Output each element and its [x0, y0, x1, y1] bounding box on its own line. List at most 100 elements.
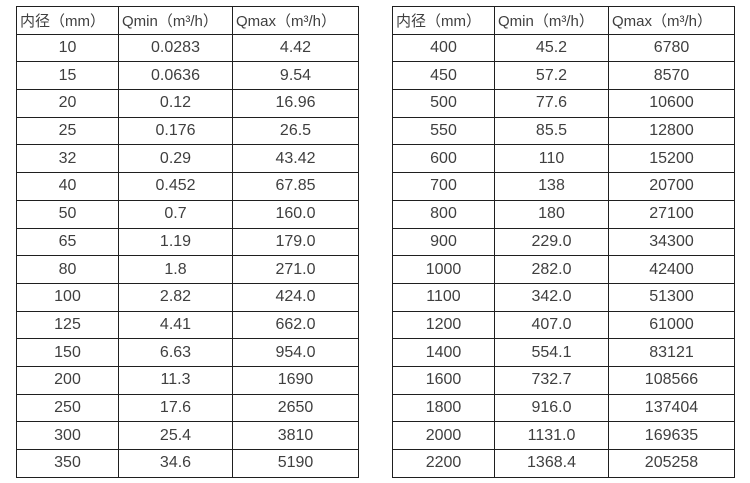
table-cell: 1.8: [118, 255, 233, 284]
table-cell: 160.0: [232, 199, 359, 229]
table-cell: 4.41: [118, 310, 233, 340]
table-cell: 205258: [608, 449, 735, 478]
header-row: 内径（mm） Qmin（m³/h） Qmax（m³/h）: [392, 6, 735, 35]
table-row: 2200 1368.4 205258: [392, 449, 735, 478]
table-cell: 12800: [608, 116, 735, 146]
table-cell: 0.7: [118, 199, 233, 229]
table-cell: 16.96: [232, 89, 359, 118]
table-cell: 400: [392, 33, 495, 63]
table-cell: 800: [392, 199, 495, 229]
table-row: 300 25.4 3810: [16, 421, 359, 450]
table-cell: 34300: [608, 227, 735, 257]
table-cell: 250: [16, 393, 119, 423]
table-cell: 80: [16, 255, 119, 284]
table-row: 20 0.12 16.96: [16, 89, 359, 118]
table-cell: 1100: [392, 282, 495, 312]
table-cell: 17.6: [118, 393, 233, 423]
table-row: 500 77.6 10600: [392, 89, 735, 118]
table-cell: 2200: [392, 449, 495, 478]
table-row: 800 180 27100: [392, 199, 735, 229]
table-row: 125 4.41 662.0: [16, 310, 359, 340]
column-header-qmax: Qmax（m³/h）: [232, 6, 359, 35]
table-cell: 229.0: [494, 227, 609, 257]
table-cell: 900: [392, 227, 495, 257]
table-cell: 0.176: [118, 116, 233, 146]
table-row: 150 6.63 954.0: [16, 338, 359, 367]
table-cell: 108566: [608, 365, 735, 395]
table-cell: 8570: [608, 61, 735, 91]
table-cell: 85.5: [494, 116, 609, 146]
table-cell: 137404: [608, 393, 735, 423]
table-row: 15 0.0636 9.54: [16, 61, 359, 91]
table-row: 550 85.5 12800: [392, 116, 735, 146]
table-cell: 27100: [608, 199, 735, 229]
table-cell: 20: [16, 89, 119, 118]
table-cell: 34.6: [118, 449, 233, 478]
table-row: 1800 916.0 137404: [392, 393, 735, 423]
table-cell: 1368.4: [494, 449, 609, 478]
flow-rate-table-large-diameters: 内径（mm） Qmin（m³/h） Qmax（m³/h） 400 45.2 6780…: [392, 6, 735, 478]
table-cell: 407.0: [494, 310, 609, 340]
header-row: 内径（mm） Qmin（m³/h） Qmax（m³/h）: [16, 6, 359, 35]
table-row: 32 0.29 43.42: [16, 144, 359, 174]
table-cell: 0.0283: [118, 33, 233, 63]
table-row: 600 110 15200: [392, 144, 735, 174]
table-cell: 67.85: [232, 172, 359, 201]
table-cell: 954.0: [232, 338, 359, 367]
table-cell: 51300: [608, 282, 735, 312]
table-cell: 45.2: [494, 33, 609, 63]
table-cell: 0.12: [118, 89, 233, 118]
table-cell: 1131.0: [494, 421, 609, 450]
table-cell: 1400: [392, 338, 495, 367]
table-row: 400 45.2 6780: [392, 33, 735, 63]
table-cell: 50: [16, 199, 119, 229]
table-cell: 732.7: [494, 365, 609, 395]
table-cell: 916.0: [494, 393, 609, 423]
table-cell: 450: [392, 61, 495, 91]
table-cell: 600: [392, 144, 495, 174]
table-row: 80 1.8 271.0: [16, 255, 359, 284]
table-cell: 61000: [608, 310, 735, 340]
table-cell: 100: [16, 282, 119, 312]
table-cell: 1800: [392, 393, 495, 423]
table-cell: 20700: [608, 172, 735, 201]
table-cell: 42400: [608, 255, 735, 284]
table-cell: 11.3: [118, 365, 233, 395]
table-cell: 2000: [392, 421, 495, 450]
table-cell: 5190: [232, 449, 359, 478]
table-cell: 6.63: [118, 338, 233, 367]
table-cell: 125: [16, 310, 119, 340]
column-header-qmax: Qmax（m³/h）: [608, 6, 735, 35]
table-cell: 2.82: [118, 282, 233, 312]
table-cell: 65: [16, 227, 119, 257]
table-row: 200 11.3 1690: [16, 365, 359, 395]
table-cell: 77.6: [494, 89, 609, 118]
table-cell: 57.2: [494, 61, 609, 91]
table-cell: 180: [494, 199, 609, 229]
table-row: 350 34.6 5190: [16, 449, 359, 478]
table-cell: 138: [494, 172, 609, 201]
table-cell: 32: [16, 144, 119, 174]
table-row: 700 138 20700: [392, 172, 735, 201]
table-cell: 25: [16, 116, 119, 146]
table-cell: 25.4: [118, 421, 233, 450]
table-cell: 83121: [608, 338, 735, 367]
column-header-diameter: 内径（mm）: [392, 6, 495, 35]
table-cell: 1690: [232, 365, 359, 395]
table-cell: 0.0636: [118, 61, 233, 91]
table-cell: 350: [16, 449, 119, 478]
table-row: 1100 342.0 51300: [392, 282, 735, 312]
table-cell: 1600: [392, 365, 495, 395]
table-row: 40 0.452 67.85: [16, 172, 359, 201]
table-cell: 282.0: [494, 255, 609, 284]
column-header-qmin: Qmin（m³/h）: [118, 6, 233, 35]
table-row: 50 0.7 160.0: [16, 199, 359, 229]
table-row: 900 229.0 34300: [392, 227, 735, 257]
table-cell: 200: [16, 365, 119, 395]
table-cell: 271.0: [232, 255, 359, 284]
table-cell: 40: [16, 172, 119, 201]
table-row: 1000 282.0 42400: [392, 255, 735, 284]
table-row: 10 0.0283 4.42: [16, 33, 359, 63]
table-cell: 700: [392, 172, 495, 201]
table-row: 450 57.2 8570: [392, 61, 735, 91]
